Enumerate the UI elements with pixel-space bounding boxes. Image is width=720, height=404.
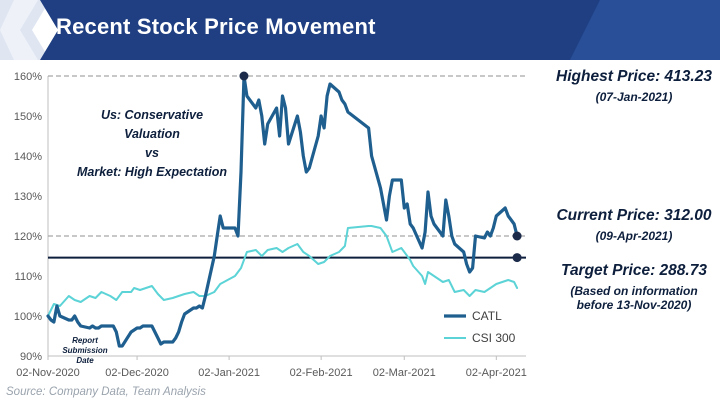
valuation-view-note: Us: Conservative Valuation vs Market: Hi… [72, 106, 232, 182]
banner-accent [0, 0, 38, 60]
legend-label: CSI 300 [472, 331, 516, 345]
report-line-1: Report [72, 336, 98, 345]
title-banner [0, 0, 720, 60]
y-tick-label: 90% [20, 351, 42, 363]
view-line-1: Us: Conservative Valuation [100, 108, 204, 141]
current-price-callout: Current Price: 312.00 (09-Apr-2021) [548, 207, 720, 243]
y-tick-label: 160% [14, 71, 42, 83]
y-tick-label: 120% [14, 231, 42, 243]
banner-bar [40, 0, 720, 60]
y-tick-label: 150% [14, 111, 42, 123]
legend-label: CATL [472, 309, 502, 323]
current-price-label: Current Price: 312.00 [556, 207, 712, 224]
target-price-label: Target Price: 288.73 [561, 262, 707, 279]
x-tick-label: 02-Dec-2020 [105, 367, 169, 379]
y-tick-label: 140% [14, 151, 42, 163]
report-line-2: Submission Date [62, 346, 108, 365]
report-submission-note: Report Submission Date [55, 336, 115, 366]
y-tick-label: 110% [15, 271, 43, 283]
series-line-catl [46, 74, 519, 348]
x-tick-label: 02-Nov-2020 [16, 367, 80, 379]
source-note: Source: Company Data, Team Analysis [6, 386, 206, 398]
banner-edge [570, 0, 720, 60]
price-marker [512, 231, 522, 241]
x-tick-label: 02-Apr-2021 [466, 367, 527, 379]
target-price-note-1: (Based on information [570, 284, 698, 298]
current-price-date: (09-Apr-2021) [595, 229, 673, 243]
price-marker [512, 253, 522, 263]
price-marker [239, 71, 249, 81]
x-tick-label: 02-Jan-2021 [198, 367, 260, 379]
view-line-3: Market: High Expectation [76, 165, 228, 179]
stock-price-chart: 90% 100% 110% 120% 130% 140% 150% 160% 02-Nov-20… [14, 71, 527, 379]
target-price-note-2: before 13-Nov-2020) [576, 298, 692, 312]
y-tick-label: 100% [14, 311, 42, 323]
highest-price-callout: Highest Price: 413.23 (07-Jan-2021) [548, 68, 720, 104]
highest-price-date: (07-Jan-2021) [595, 90, 673, 104]
view-line-2: vs [145, 146, 159, 160]
y-tick-label: 130% [14, 191, 42, 203]
target-price-callout: Target Price: 288.73 (Based on informati… [548, 262, 720, 312]
highest-price-label: Highest Price: 413.23 [556, 68, 712, 85]
x-tick-label: 02-Mar-2021 [373, 367, 436, 379]
x-tick-label: 02-Feb-2021 [290, 367, 353, 379]
series-line-csi-300 [47, 225, 519, 317]
page-title: Recent Stock Price Movement [56, 14, 376, 39]
